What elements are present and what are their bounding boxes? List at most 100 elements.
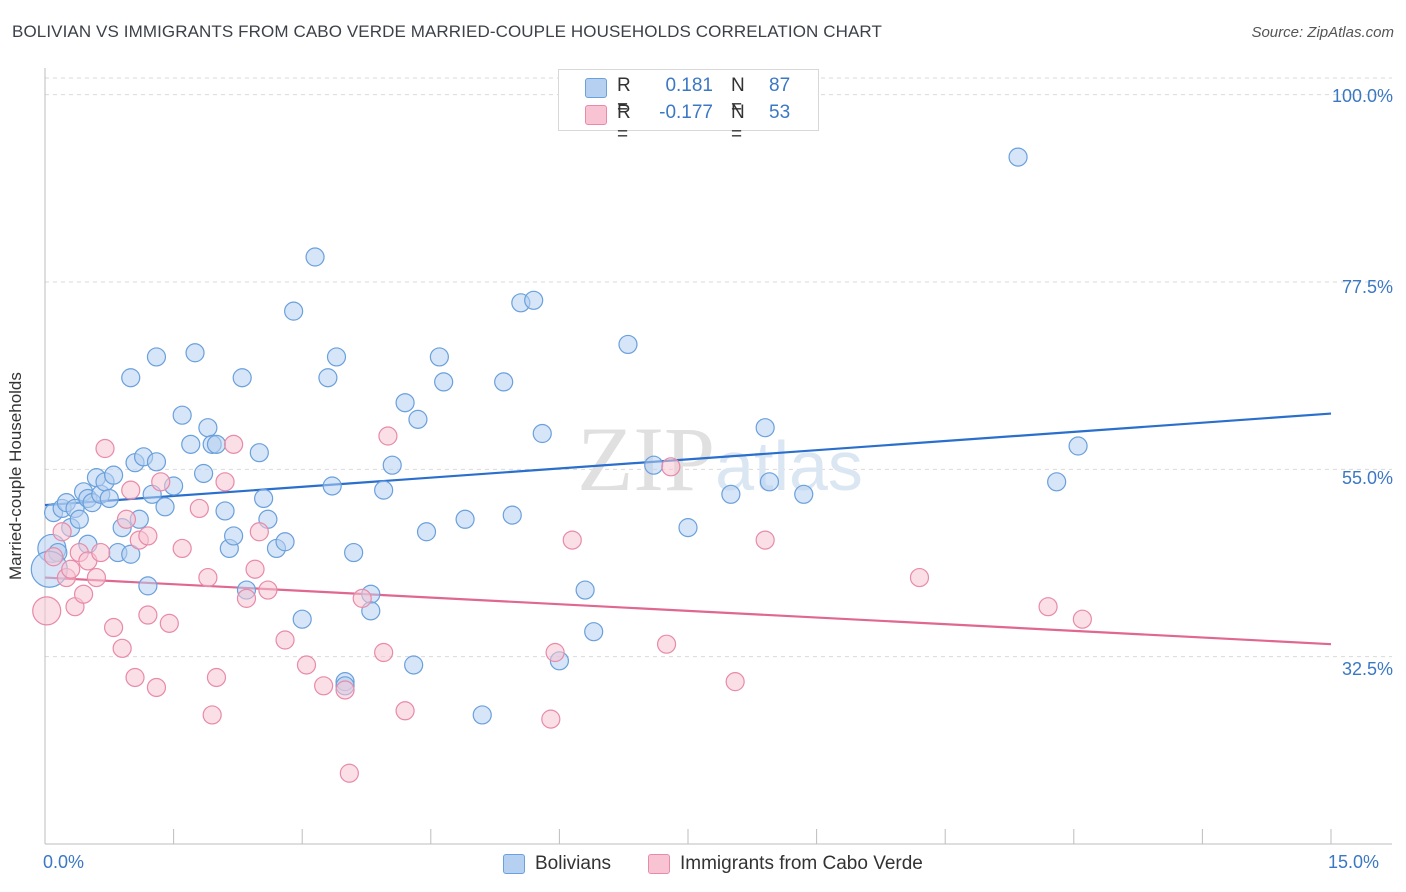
- bolivians-point: [532, 423, 552, 444]
- cabo-verde-point: [296, 655, 317, 675]
- bolivians-point: [249, 443, 269, 463]
- bolivians-point: [194, 463, 214, 484]
- legend-n-value: 87: [769, 75, 791, 96]
- cabo-verde-point: [352, 588, 372, 608]
- bolivians-point: [185, 343, 205, 363]
- cabo-verde-point: [1038, 597, 1058, 617]
- cabo-verde-point: [245, 559, 265, 579]
- y-tick-label: 55.0%: [1341, 468, 1393, 488]
- bolivians-point: [502, 505, 522, 525]
- legend-r-value: 0.181: [665, 75, 713, 96]
- cabo-verde-point: [725, 672, 745, 692]
- bolivians-point: [434, 372, 454, 392]
- legend-r-label: R =: [617, 75, 631, 118]
- cabo-verde-point: [202, 705, 222, 725]
- bolivians-point: [472, 705, 492, 725]
- cabo-verde-point: [52, 522, 72, 542]
- legend-r-label: R =: [617, 102, 631, 145]
- bolivians-point: [374, 480, 394, 500]
- legend-label: Bolivians: [535, 853, 612, 874]
- x-tick-label-max: 15.0%: [1328, 852, 1380, 872]
- cabo-verde-point: [236, 588, 257, 608]
- legend-swatch-blue: [585, 78, 607, 98]
- bolivians-point: [755, 418, 775, 438]
- cabo-verde-point: [545, 642, 565, 663]
- bolivians-point: [138, 576, 158, 596]
- stats-legend: R = 0.181 N = 87 R = -0.177 N = 53: [558, 69, 819, 145]
- bolivians-point: [721, 484, 741, 504]
- bolivians-point: [181, 434, 201, 454]
- bolivians-point: [1068, 436, 1088, 456]
- legend-swatch-pink: [648, 854, 670, 874]
- bolivians-point: [206, 434, 227, 454]
- cabo-verde-point: [112, 638, 132, 658]
- bolivians-point: [395, 393, 415, 413]
- cabo-verde-point: [215, 472, 235, 492]
- bolivians-point: [404, 655, 424, 675]
- cabo-verde-point: [151, 472, 171, 492]
- cabo-verde-point: [125, 667, 145, 688]
- cabo-verde-point: [116, 509, 137, 529]
- cabo-verde-point: [86, 567, 107, 588]
- chart-title: BOLIVIAN VS IMMIGRANTS FROM CABO VERDE M…: [12, 22, 882, 41]
- bolivians-point: [146, 452, 167, 472]
- legend-n-label: N =: [731, 75, 745, 118]
- cabo-verde-point: [73, 584, 94, 604]
- cabo-verde-point: [121, 480, 141, 500]
- bolivians-point: [121, 544, 141, 564]
- cabo-verde-point: [206, 667, 227, 688]
- bolivians-point: [1047, 472, 1067, 492]
- cabo-verde-point: [249, 522, 269, 542]
- bolivians-point: [215, 501, 235, 521]
- bolivians-point: [575, 580, 595, 600]
- legend-n-label: N =: [731, 102, 745, 145]
- cabo-verde-point: [172, 538, 192, 559]
- bolivians-point: [292, 609, 312, 629]
- bolivians-point: [326, 347, 347, 367]
- bolivians-point: [275, 532, 295, 552]
- cabo-verde-point: [138, 605, 158, 625]
- bolivians-point: [146, 347, 167, 367]
- cabo-verde-point: [755, 530, 775, 550]
- cabo-verde-point: [159, 613, 179, 633]
- bolivians-point: [382, 455, 402, 475]
- bolivians-point: [494, 372, 514, 392]
- cabo-verde-point: [103, 617, 124, 638]
- cabo-verde-point: [61, 559, 81, 579]
- bolivians-point: [429, 347, 449, 367]
- bolivians-point: [69, 509, 89, 529]
- y-tick-label: 77.5%: [1341, 277, 1393, 297]
- bolivians-point: [224, 526, 244, 546]
- y-axis-label: Married-couple Households: [6, 372, 25, 580]
- bolivians-point: [644, 455, 664, 475]
- cabo-verde-point: [95, 438, 115, 459]
- cabo-verde-point: [335, 680, 355, 700]
- watermark: ZIPatlas: [577, 408, 863, 510]
- bolivians-point: [618, 334, 638, 355]
- bolivians-point: [198, 418, 218, 438]
- legend-swatch-pink: [585, 105, 607, 125]
- legend-label: Immigrants from Cabo Verde: [680, 853, 923, 874]
- bolivians-point: [99, 488, 119, 509]
- cabo-verde-point: [374, 642, 394, 663]
- bolivians-point: [318, 368, 338, 388]
- cabo-verde-point: [339, 763, 359, 783]
- axes: [44, 68, 1392, 845]
- cabo-verde-point: [909, 567, 930, 588]
- bolivians-point: [794, 484, 814, 504]
- bolivians-point: [455, 509, 475, 529]
- cabo-verde-point: [395, 701, 415, 721]
- bolivians-point: [172, 405, 192, 425]
- legend-r-value: -0.177: [659, 102, 713, 123]
- cabo-verde-point: [91, 542, 111, 563]
- cabo-verde-point: [198, 567, 218, 588]
- cabo-verde-point: [32, 596, 62, 626]
- bolivians-point: [524, 290, 544, 310]
- cabo-verde-point: [661, 457, 681, 477]
- bolivians-point: [408, 409, 428, 429]
- y-tick-label: 100.0%: [1331, 86, 1393, 106]
- cabo-verde-point: [189, 498, 209, 519]
- bolivians-point: [305, 247, 325, 267]
- cabo-verde-point: [562, 530, 582, 550]
